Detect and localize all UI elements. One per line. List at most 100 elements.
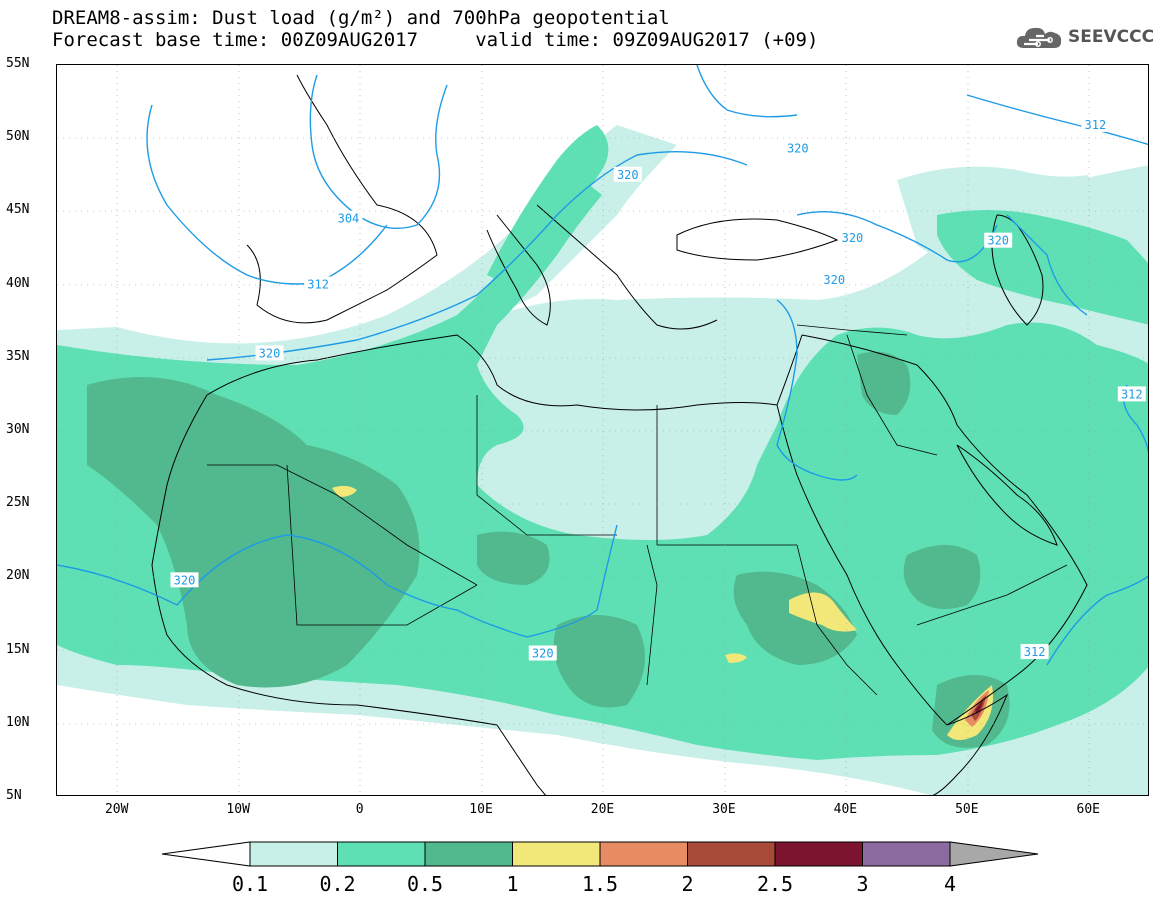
- longitude-label: 0: [355, 802, 364, 817]
- coastline-iberia-france: [246, 74, 438, 324]
- contour-label: 320: [613, 166, 642, 182]
- coastline-gulf-guinea: [496, 724, 546, 795]
- coastline-arabia: [801, 334, 1088, 726]
- coastline-black-sea: [676, 218, 839, 261]
- contour-label-text: 312: [1085, 118, 1107, 132]
- colorbar-label: 3: [856, 872, 869, 896]
- contour-312-east: [966, 94, 1148, 146]
- colorbar-segment: [424, 841, 513, 867]
- colorbar-label: 2: [681, 872, 694, 896]
- graticule: [57, 65, 1148, 795]
- latitude-label: 40N: [6, 275, 30, 291]
- map-subtitle: Forecast base time: 00Z09AUG2017 valid t…: [52, 29, 819, 51]
- colorbar-segment: [774, 841, 863, 867]
- dust-core-west: [87, 377, 420, 688]
- dust-core-iran: [857, 351, 911, 415]
- colorbar-label: 1: [506, 872, 519, 896]
- longitude-label: 10E: [469, 802, 493, 817]
- longitude-label: 10W: [226, 802, 250, 817]
- border-mali-niger: [286, 464, 478, 626]
- contour-320-mideast: [776, 299, 858, 481]
- colorbar-segment: [512, 841, 601, 867]
- dust-yellow-spot-algeria: [332, 485, 357, 497]
- border-turkey-syria: [796, 324, 908, 336]
- dust-fields: [57, 125, 1148, 795]
- contour-304: [309, 74, 448, 230]
- latitude-label: 45N: [6, 202, 30, 218]
- contour-label: 320: [820, 272, 849, 288]
- latitude-label: 5N: [6, 788, 22, 803]
- colorbar-label: 4: [943, 872, 957, 896]
- contour-label-text: 320: [987, 234, 1009, 248]
- latitude-label: 30N: [6, 422, 30, 437]
- dust-band-europe: [487, 125, 609, 290]
- contour-320-west: [57, 524, 618, 638]
- colorbar-svg: [161, 841, 1039, 867]
- logo-text: SEEVCCC: [1068, 27, 1155, 47]
- colorbar-under-triangle: [161, 841, 251, 867]
- coastline-horn-africa: [932, 693, 1009, 795]
- contour-label-text: 320: [617, 168, 639, 182]
- latitude-label: 20N: [6, 568, 30, 584]
- contour-label: 312: [1117, 386, 1146, 402]
- contour-label-text: 312: [307, 278, 329, 292]
- contour-312-west: [146, 104, 388, 285]
- colorbar-label: 0.1: [231, 872, 269, 896]
- colorbar-label: 0.5: [406, 872, 444, 896]
- longitude-label: 30E: [712, 802, 736, 817]
- coastlines: [151, 74, 1088, 795]
- border-morocco-algeria: [207, 464, 478, 586]
- contour-320-e: [796, 211, 998, 263]
- contour-labels: 304 312 320 320 320 320 320 320 320 320 312 312 312: [170, 117, 1146, 661]
- colorbar-label: 2.5: [756, 872, 794, 896]
- contour-312-south: [1046, 575, 1148, 666]
- geopotential-contours: [57, 65, 1148, 666]
- contour-label-text: 320: [259, 346, 281, 360]
- coastline-balkans: [536, 204, 718, 330]
- contour-label-text: 304: [338, 212, 360, 226]
- latitude-label: 10N: [6, 714, 30, 730]
- coastline-persian-gulf: [956, 444, 1058, 546]
- dust-yellow-spot-eritrea: [789, 592, 857, 632]
- colorbar-over-triangle: [949, 841, 1039, 867]
- contour-label: 312: [1020, 644, 1049, 660]
- colorbar-label: 0.2: [319, 872, 356, 896]
- coastline-north-africa: [206, 334, 778, 411]
- contour-label: 312: [1081, 117, 1110, 133]
- coastline-levant-redsea: [776, 334, 948, 726]
- latitude-label: 50N: [6, 129, 30, 145]
- longitude-label: 50E: [955, 802, 979, 817]
- cloud-icon: [1016, 27, 1062, 48]
- colorbar-label: 1.5: [581, 872, 619, 896]
- longitude-label: 20W: [104, 802, 129, 817]
- latitude-label: 35N: [6, 348, 30, 364]
- dust-core-sahara-center: [477, 531, 550, 585]
- contour-label-text: 320: [174, 573, 196, 587]
- contour-label-text: 320: [787, 141, 809, 155]
- border-iran-iraq: [846, 334, 938, 456]
- border-chad-sudan: [646, 544, 658, 686]
- map-frame: 304 312 320 320 320 320 320 320 320 320 312 312 312: [56, 64, 1149, 796]
- colorbar: [160, 840, 1040, 872]
- contour-label: 312: [304, 276, 333, 292]
- colorbar-segment: [599, 841, 688, 867]
- contour-label-text: 320: [532, 647, 554, 661]
- contour-label-text: 312: [1121, 387, 1143, 401]
- dust-core-ethiopia: [733, 571, 857, 665]
- colorbar-segment: [862, 841, 951, 867]
- border-algeria-libya: [476, 395, 617, 536]
- contour-label-text: 312: [1024, 645, 1046, 659]
- contour-label: 320: [838, 229, 867, 245]
- map-title: DREAM8-assim: Dust load (g/m²) and 700hP…: [52, 7, 670, 29]
- dust-core-arabia: [903, 545, 981, 609]
- border-sudan-ethiopia: [796, 544, 878, 696]
- coastline-west-africa: [151, 394, 498, 726]
- contour-label-text: 320: [842, 231, 864, 245]
- contour-label-text: 320: [823, 273, 845, 287]
- dust-darkred-spot-somalia: [975, 701, 983, 714]
- colorbar-segment: [249, 841, 338, 867]
- contour-label: 304: [334, 210, 363, 226]
- contour-label: 320: [255, 345, 284, 361]
- contour-320-med: [206, 150, 748, 361]
- contour-label: 320: [984, 232, 1013, 248]
